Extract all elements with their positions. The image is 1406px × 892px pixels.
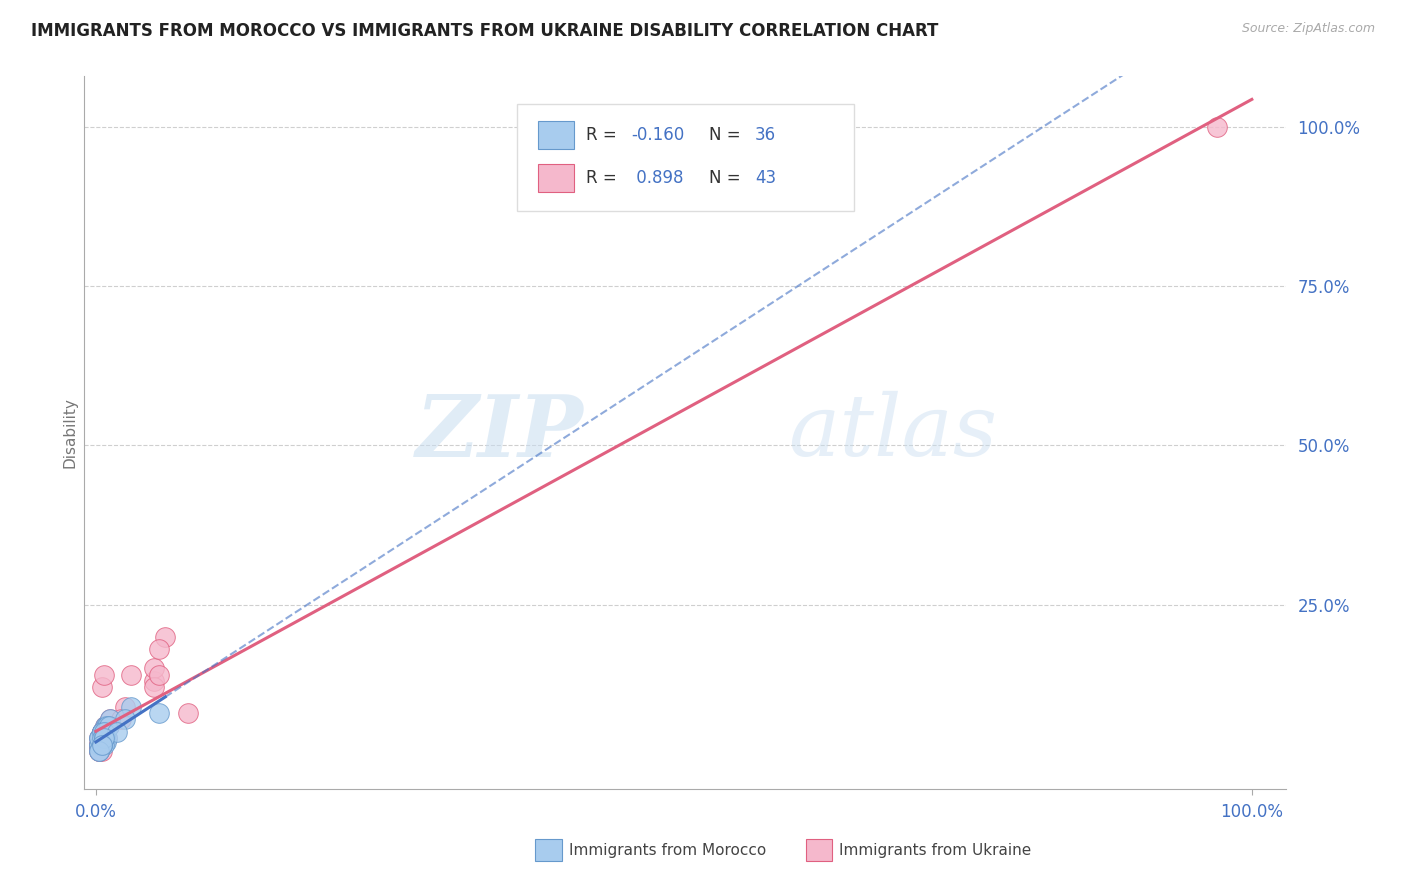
Point bbox=[90, 738, 112, 752]
Point bbox=[90, 738, 112, 752]
Point bbox=[148, 706, 170, 720]
Point bbox=[90, 738, 112, 752]
Point bbox=[89, 738, 111, 752]
Point bbox=[93, 731, 115, 746]
Text: 36: 36 bbox=[755, 126, 776, 144]
Point bbox=[120, 699, 142, 714]
Point bbox=[93, 725, 115, 739]
Point bbox=[96, 731, 118, 746]
Point bbox=[93, 725, 115, 739]
FancyBboxPatch shape bbox=[517, 104, 853, 211]
Point bbox=[93, 731, 115, 746]
Point bbox=[89, 738, 111, 752]
Point bbox=[90, 731, 112, 746]
Point bbox=[89, 731, 111, 746]
Point bbox=[90, 731, 112, 746]
Point bbox=[90, 725, 112, 739]
Point bbox=[155, 630, 177, 644]
Point bbox=[93, 731, 115, 746]
Point bbox=[93, 731, 115, 746]
Point bbox=[96, 725, 118, 739]
Point bbox=[93, 731, 115, 746]
Point bbox=[94, 719, 117, 733]
Point bbox=[90, 681, 112, 695]
Text: -0.160: -0.160 bbox=[631, 126, 685, 144]
Point bbox=[96, 725, 118, 739]
Point bbox=[148, 642, 170, 657]
Point bbox=[90, 725, 112, 739]
Point bbox=[93, 731, 115, 746]
Point bbox=[93, 725, 115, 739]
Bar bbox=[537, 163, 574, 192]
Text: ZIP: ZIP bbox=[415, 391, 583, 475]
Point bbox=[93, 725, 115, 739]
Point bbox=[142, 674, 165, 689]
Text: Source: ZipAtlas.com: Source: ZipAtlas.com bbox=[1241, 22, 1375, 36]
Point bbox=[90, 725, 112, 739]
Point bbox=[114, 712, 136, 726]
Text: N =: N = bbox=[710, 169, 747, 186]
Text: IMMIGRANTS FROM MOROCCO VS IMMIGRANTS FROM UKRAINE DISABILITY CORRELATION CHART: IMMIGRANTS FROM MOROCCO VS IMMIGRANTS FR… bbox=[31, 22, 938, 40]
Text: 43: 43 bbox=[755, 169, 776, 186]
Text: Immigrants from Ukraine: Immigrants from Ukraine bbox=[839, 843, 1032, 857]
Point bbox=[96, 719, 118, 733]
Point bbox=[96, 719, 118, 733]
Point bbox=[105, 725, 128, 739]
Point bbox=[93, 734, 115, 748]
Point bbox=[96, 719, 118, 733]
Point bbox=[90, 731, 112, 746]
Point bbox=[96, 734, 118, 748]
Point bbox=[142, 681, 165, 695]
Point bbox=[98, 712, 121, 726]
Point bbox=[142, 661, 165, 675]
Point bbox=[89, 731, 111, 746]
Point bbox=[177, 706, 200, 720]
Point bbox=[120, 667, 142, 681]
Bar bbox=[537, 120, 574, 149]
Point bbox=[90, 725, 112, 739]
Point bbox=[89, 744, 111, 758]
Point bbox=[96, 719, 118, 733]
Point bbox=[90, 738, 112, 752]
Text: R =: R = bbox=[586, 126, 621, 144]
Point bbox=[1206, 120, 1229, 134]
Point bbox=[98, 712, 121, 726]
Bar bbox=[536, 839, 561, 861]
Point bbox=[90, 731, 112, 746]
Point bbox=[93, 731, 115, 746]
Point bbox=[96, 719, 118, 733]
Text: 0.898: 0.898 bbox=[631, 169, 683, 186]
Point bbox=[97, 719, 120, 733]
Point bbox=[89, 744, 111, 758]
Point bbox=[93, 738, 115, 752]
Point bbox=[89, 744, 111, 758]
Bar bbox=[806, 839, 832, 861]
Point bbox=[90, 725, 112, 739]
Text: Immigrants from Morocco: Immigrants from Morocco bbox=[569, 843, 766, 857]
Point bbox=[90, 731, 112, 746]
Point bbox=[114, 699, 136, 714]
Text: N =: N = bbox=[710, 126, 747, 144]
Point bbox=[89, 744, 111, 758]
Text: atlas: atlas bbox=[787, 392, 997, 474]
Point bbox=[90, 738, 112, 752]
Point bbox=[110, 712, 132, 726]
Point bbox=[90, 738, 112, 752]
Point bbox=[90, 725, 112, 739]
Point bbox=[89, 738, 111, 752]
Point bbox=[94, 719, 117, 733]
Y-axis label: Disability: Disability bbox=[62, 397, 77, 468]
Point bbox=[96, 731, 118, 746]
Point bbox=[148, 667, 170, 681]
Point bbox=[89, 731, 111, 746]
Point bbox=[90, 738, 112, 752]
Point bbox=[90, 744, 112, 758]
Point bbox=[89, 738, 111, 752]
Point bbox=[90, 725, 112, 739]
Point bbox=[89, 738, 111, 752]
Point bbox=[97, 719, 120, 733]
Text: R =: R = bbox=[586, 169, 621, 186]
Point bbox=[93, 667, 115, 681]
Point bbox=[93, 725, 115, 739]
